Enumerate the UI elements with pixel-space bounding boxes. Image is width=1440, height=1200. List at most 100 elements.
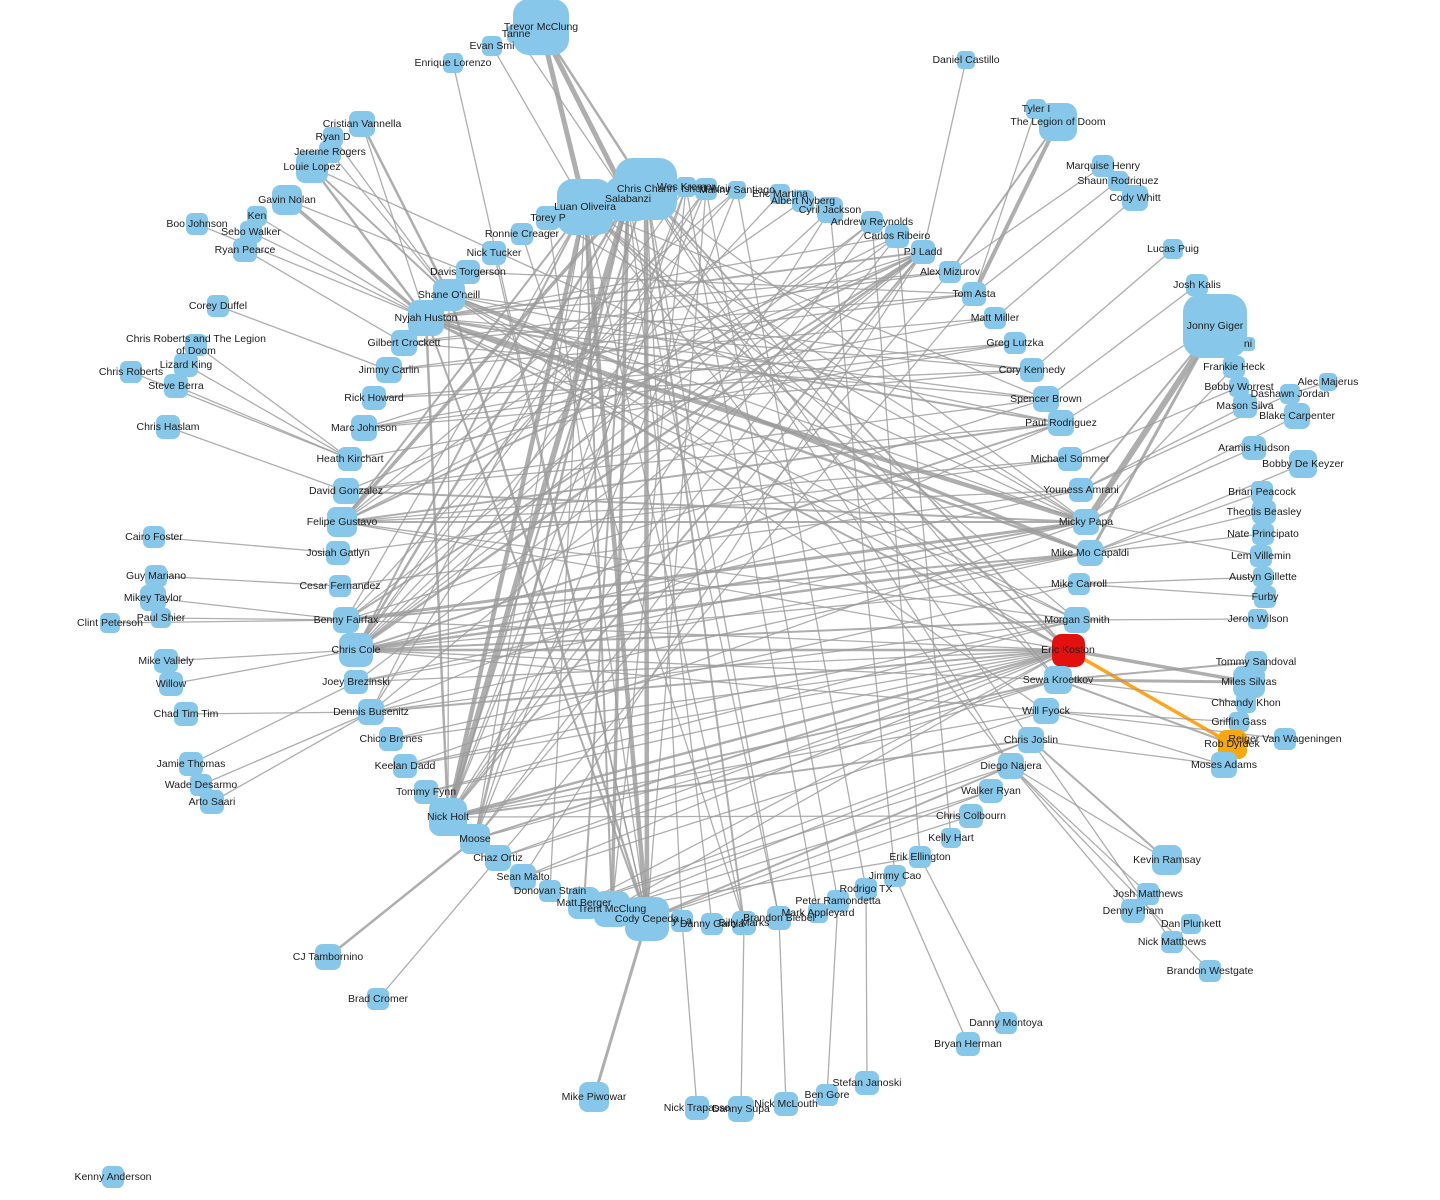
graph-node-ryan_pearce[interactable] <box>233 238 257 262</box>
graph-node-lem_villemin[interactable] <box>1250 545 1272 567</box>
graph-node-jonny_giger[interactable] <box>1183 294 1247 358</box>
graph-node-lucas_puig[interactable] <box>1163 239 1183 259</box>
graph-node-nick_matthews[interactable] <box>1161 931 1183 953</box>
graph-node-louie_lopez[interactable] <box>296 151 328 183</box>
graph-node-dashawn_jordan[interactable] <box>1280 384 1300 404</box>
graph-node-eric_koston[interactable] <box>1051 633 1085 667</box>
graph-node-nick_mclouth[interactable] <box>774 1092 798 1116</box>
graph-node-mikey_taylor[interactable] <box>140 585 166 611</box>
graph-node-matt_berger[interactable] <box>568 887 600 919</box>
graph-node-daniel_castillo[interactable] <box>957 51 975 69</box>
graph-node-ni_fragment[interactable] <box>1241 337 1255 351</box>
graph-node-shaun_rodriquez[interactable] <box>1108 171 1128 191</box>
graph-node-clint_peterson[interactable] <box>100 613 120 633</box>
graph-node-spencer_brown[interactable] <box>1033 386 1059 412</box>
graph-node-wes_kremer[interactable] <box>676 177 696 197</box>
graph-node-nick_trapasso[interactable] <box>685 1096 709 1120</box>
graph-node-donovan_strain[interactable] <box>539 880 561 902</box>
graph-node-arto_saari[interactable] <box>200 790 224 814</box>
graph-node-legion_of_doom[interactable] <box>1039 103 1077 141</box>
graph-node-cesar_fernandez[interactable] <box>329 575 351 597</box>
graph-node-chris_joslin[interactable] <box>1018 727 1044 753</box>
graph-node-jimmy_carlin[interactable] <box>376 357 402 383</box>
graph-node-rick_howard[interactable] <box>362 386 386 410</box>
graph-node-jeron_wilson[interactable] <box>1248 609 1268 629</box>
graph-node-ronnie_creager[interactable] <box>511 223 533 245</box>
graph-node-will_fyock[interactable] <box>1033 698 1059 724</box>
graph-node-erik_ellington[interactable] <box>909 846 931 868</box>
graph-node-nick_tucker[interactable] <box>482 241 506 265</box>
graph-node-mike_carroll[interactable] <box>1068 573 1090 595</box>
graph-node-blake_carpenter[interactable] <box>1284 403 1310 429</box>
graph-node-tom_asta[interactable] <box>962 282 986 306</box>
graph-node-cyril_jackson[interactable] <box>817 197 843 223</box>
graph-node-austyn_gillette[interactable] <box>1253 567 1273 587</box>
graph-node-paul_rodriguez[interactable] <box>1048 410 1074 436</box>
graph-node-tanne[interactable] <box>507 25 525 43</box>
graph-node-jimmy_cao[interactable] <box>884 865 906 887</box>
graph-node-torey_pudwill[interactable] <box>536 206 560 230</box>
graph-node-salabanzi[interactable] <box>606 177 650 221</box>
graph-node-corey_duffel[interactable] <box>207 295 229 317</box>
graph-node-marc_johnson[interactable] <box>351 415 377 441</box>
graph-node-cristian_vannella[interactable] <box>349 111 375 137</box>
graph-node-luan_oliveira[interactable] <box>557 179 613 235</box>
graph-node-pj_ladd[interactable] <box>911 240 935 264</box>
graph-node-carlos_ribeiro[interactable] <box>885 224 909 248</box>
graph-node-moses_adams[interactable] <box>1211 752 1237 778</box>
graph-node-miles_silvas[interactable] <box>1233 666 1265 698</box>
graph-node-eric_martina[interactable] <box>770 184 790 204</box>
graph-node-kelly_hart[interactable] <box>941 828 961 848</box>
graph-node-y_la[interactable] <box>671 910 693 932</box>
graph-node-frankie_heck[interactable] <box>1223 356 1245 378</box>
graph-node-evan_smith[interactable] <box>482 36 502 56</box>
graph-node-shane_oneill[interactable] <box>433 279 465 311</box>
graph-node-ishod_wair[interactable] <box>695 178 717 200</box>
graph-node-youness_amrani[interactable] <box>1069 478 1093 502</box>
graph-node-chris_colbourn[interactable] <box>959 804 983 828</box>
graph-node-dennis_busenitz[interactable] <box>358 699 384 725</box>
graph-node-morgan_smith[interactable] <box>1064 607 1090 633</box>
graph-node-chris_roberts[interactable] <box>120 361 142 383</box>
graph-node-chris_cole[interactable] <box>339 633 373 667</box>
graph-node-danny_supa[interactable] <box>728 1096 754 1122</box>
graph-node-diego_najera[interactable] <box>998 753 1024 779</box>
graph-node-chaz_ortiz[interactable] <box>485 845 511 871</box>
graph-node-cj_tambornino[interactable] <box>315 944 341 970</box>
graph-node-keelan_dadd[interactable] <box>393 754 417 778</box>
graph-node-cory_kennedy[interactable] <box>1020 358 1044 382</box>
graph-node-brian_peacock[interactable] <box>1251 481 1273 503</box>
graph-node-cody_whitt[interactable] <box>1122 185 1148 211</box>
graph-node-bobby_de_keyzer[interactable] <box>1289 450 1317 478</box>
graph-node-josiah_gatlyn[interactable] <box>326 541 350 565</box>
graph-node-marquise_henry[interactable] <box>1092 155 1114 177</box>
graph-node-bobby_worrest[interactable] <box>1229 377 1249 397</box>
graph-node-bryan_herman[interactable] <box>956 1032 980 1056</box>
graph-node-chhandy_khon[interactable] <box>1236 693 1256 713</box>
graph-node-dan_plunkett[interactable] <box>1181 914 1201 934</box>
graph-node-andrew_reynolds[interactable] <box>861 211 883 233</box>
graph-node-sean_malto[interactable] <box>510 864 536 890</box>
graph-node-chad_tim_tim[interactable] <box>174 702 198 726</box>
graph-node-jamie_thomas[interactable] <box>179 752 203 776</box>
graph-node-lizard_king[interactable] <box>174 353 198 377</box>
graph-node-davis_torgerson[interactable] <box>456 260 480 284</box>
graph-node-micky_papa[interactable] <box>1073 509 1099 535</box>
graph-node-matt_miller[interactable] <box>984 307 1006 329</box>
graph-node-mike_vallely[interactable] <box>154 649 178 673</box>
graph-node-chico_brenes[interactable] <box>379 727 403 751</box>
graph-node-van_wageningen[interactable] <box>1274 728 1296 750</box>
graph-node-benny_fairfax[interactable] <box>333 607 359 633</box>
graph-node-nick_holt[interactable] <box>429 798 467 836</box>
graph-node-tommy_fynn[interactable] <box>414 780 438 804</box>
graph-node-sewa_kroetkov[interactable] <box>1044 666 1072 694</box>
graph-node-david_gonzalez[interactable] <box>333 478 359 504</box>
graph-node-albert_nyberg[interactable] <box>792 190 814 212</box>
graph-node-kenny_anderson[interactable] <box>102 1166 124 1188</box>
graph-node-brandon_westgate[interactable] <box>1199 960 1221 982</box>
graph-node-paul_shier[interactable] <box>151 608 171 628</box>
graph-node-danny_montoya[interactable] <box>995 1012 1017 1034</box>
graph-node-boo_johnson[interactable] <box>186 213 208 235</box>
graph-node-griffin_gass[interactable] <box>1229 712 1249 732</box>
graph-node-aramis_hudson[interactable] <box>1242 436 1266 460</box>
